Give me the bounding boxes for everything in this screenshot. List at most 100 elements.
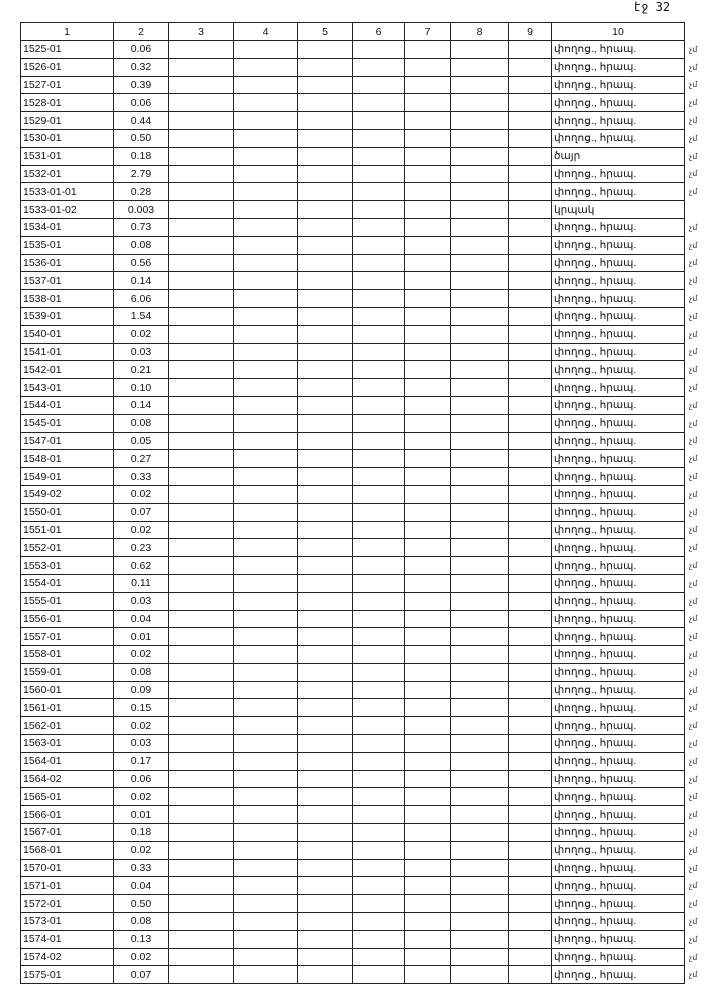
empty-cell-col-7 bbox=[404, 947, 451, 967]
empty-cell-col-7 bbox=[404, 805, 451, 825]
empty-cell-col-7 bbox=[404, 645, 451, 664]
empty-cell-col-9 bbox=[508, 751, 552, 771]
area-value: 0.06 bbox=[113, 93, 169, 113]
area-value: 0.02 bbox=[113, 947, 169, 967]
land-use-type: փողոց., հրապ. bbox=[551, 751, 685, 771]
margin-mark: չմ bbox=[689, 454, 698, 464]
parcel-code: 1542-01 bbox=[20, 360, 114, 380]
empty-cell-col-5 bbox=[297, 146, 353, 166]
empty-cell-col-6 bbox=[352, 947, 405, 967]
empty-cell-col-9 bbox=[508, 769, 552, 789]
empty-cell-col-3 bbox=[168, 146, 234, 166]
empty-cell-col-9 bbox=[508, 431, 552, 451]
empty-cell-col-5 bbox=[297, 253, 353, 273]
empty-cell-col-9 bbox=[508, 484, 552, 504]
empty-cell-col-5 bbox=[297, 200, 353, 219]
empty-cell-col-4 bbox=[233, 217, 298, 237]
empty-cell-col-3 bbox=[168, 965, 234, 985]
empty-cell-col-6 bbox=[352, 289, 405, 308]
empty-cell-col-7 bbox=[404, 271, 451, 291]
margin-mark: չմ bbox=[689, 756, 698, 766]
parcel-code: 1528-01 bbox=[20, 93, 114, 113]
empty-cell-col-6 bbox=[352, 662, 405, 682]
empty-cell-col-9 bbox=[508, 146, 552, 166]
empty-cell-col-6 bbox=[352, 680, 405, 700]
column-header-2: 2 bbox=[113, 22, 169, 41]
parcel-code: 1573-01 bbox=[20, 912, 114, 931]
margin-mark: չմ bbox=[689, 863, 698, 873]
empty-cell-col-3 bbox=[168, 57, 234, 77]
table-row: 1561-01 0.15 փողոց., հրապ. չմ bbox=[20, 698, 709, 718]
empty-cell-col-7 bbox=[404, 324, 451, 344]
land-use-type: փողոց., հրապ. bbox=[551, 502, 685, 522]
margin-mark: չմ bbox=[689, 294, 698, 304]
parcel-code: 1532-01 bbox=[20, 164, 114, 184]
table-row: 1529-01 0.44 փողոց., հրապ. չմ bbox=[20, 111, 709, 130]
table-row: 1535-01 0.08 փողոց., հրապ. չմ bbox=[20, 235, 709, 255]
empty-cell-col-3 bbox=[168, 787, 234, 807]
empty-cell-col-8 bbox=[450, 751, 509, 771]
empty-cell-col-4 bbox=[233, 289, 298, 308]
empty-cell-col-9 bbox=[508, 520, 552, 540]
empty-cell-col-7 bbox=[404, 769, 451, 789]
empty-cell-col-9 bbox=[508, 57, 552, 77]
table-row: 1531-01 0.18 ծայր չմ bbox=[20, 146, 709, 166]
margin-mark: չմ bbox=[689, 792, 698, 802]
area-value: 0.18 bbox=[113, 146, 169, 166]
empty-cell-col-3 bbox=[168, 200, 234, 219]
area-value: 0.01 bbox=[113, 805, 169, 825]
empty-cell-col-3 bbox=[168, 662, 234, 682]
empty-cell-col-9 bbox=[508, 271, 552, 291]
land-parcel-table: 1 2 3 4 5 6 7 8 9 10 1525-01 0.06 փողոց., հրապ. չմ 15… bbox=[20, 22, 709, 985]
empty-cell-col-8 bbox=[450, 538, 509, 558]
table-row: 1573-01 0.08 փողոց., հրապ. չմ bbox=[20, 912, 709, 931]
area-value: 0.05 bbox=[113, 431, 169, 451]
margin-mark: չմ bbox=[689, 738, 698, 748]
empty-cell-col-3 bbox=[168, 556, 234, 575]
empty-cell-col-9 bbox=[508, 876, 552, 896]
area-value: 0.04 bbox=[113, 609, 169, 629]
empty-cell-col-7 bbox=[404, 787, 451, 807]
empty-cell-col-3 bbox=[168, 627, 234, 647]
area-value: 0.09 bbox=[113, 680, 169, 700]
margin-mark: չմ bbox=[689, 916, 698, 926]
empty-cell-col-5 bbox=[297, 324, 353, 344]
parcel-code: 1568-01 bbox=[20, 840, 114, 860]
empty-cell-col-5 bbox=[297, 716, 353, 736]
empty-cell-col-6 bbox=[352, 182, 405, 202]
empty-cell-col-9 bbox=[508, 734, 552, 753]
empty-cell-col-8 bbox=[450, 716, 509, 736]
empty-cell-col-4 bbox=[233, 111, 298, 130]
empty-cell-col-5 bbox=[297, 40, 353, 59]
empty-cell-col-3 bbox=[168, 805, 234, 825]
empty-cell-col-4 bbox=[233, 75, 298, 95]
empty-cell-col-4 bbox=[233, 609, 298, 629]
empty-cell-col-8 bbox=[450, 769, 509, 789]
empty-cell-col-5 bbox=[297, 769, 353, 789]
land-use-type: փողոց., հրապ. bbox=[551, 431, 685, 451]
empty-cell-col-6 bbox=[352, 200, 405, 219]
land-use-type: փողոց., հրապ. bbox=[551, 342, 685, 362]
empty-cell-col-7 bbox=[404, 342, 451, 362]
empty-cell-col-4 bbox=[233, 645, 298, 664]
margin-mark: չմ bbox=[689, 774, 698, 784]
empty-cell-col-3 bbox=[168, 431, 234, 451]
empty-cell-col-6 bbox=[352, 876, 405, 896]
area-value: 0.50 bbox=[113, 128, 169, 148]
land-use-type: փողոց., հրապ. bbox=[551, 306, 685, 326]
empty-cell-col-8 bbox=[450, 75, 509, 95]
table-row: 1540-01 0.02 փողոց., հրապ. չմ bbox=[20, 324, 709, 344]
table-row: 1564-02 0.06 փողոց., հրապ. չմ bbox=[20, 769, 709, 789]
area-value: 0.62 bbox=[113, 556, 169, 575]
empty-cell-col-5 bbox=[297, 823, 353, 842]
empty-cell-col-3 bbox=[168, 271, 234, 291]
parcel-code: 1545-01 bbox=[20, 413, 114, 433]
empty-cell-col-5 bbox=[297, 751, 353, 771]
parcel-code: 1567-01 bbox=[20, 823, 114, 842]
empty-cell-col-9 bbox=[508, 164, 552, 184]
empty-cell-col-7 bbox=[404, 40, 451, 59]
parcel-code: 1564-01 bbox=[20, 751, 114, 771]
empty-cell-col-4 bbox=[233, 751, 298, 771]
empty-cell-col-4 bbox=[233, 271, 298, 291]
parcel-code: 1530-01 bbox=[20, 128, 114, 148]
